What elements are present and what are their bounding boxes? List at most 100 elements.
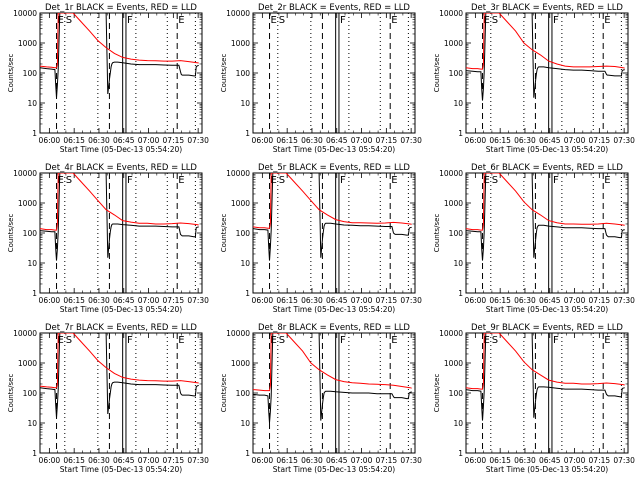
x-tick-label: 07:30	[613, 296, 635, 305]
y-tick-label: 10000	[13, 329, 37, 338]
panel-title: Det_9r BLACK = Events, RED = LLD	[471, 323, 623, 333]
marker-letter: S	[66, 15, 72, 26]
marker-letter: E	[484, 335, 490, 346]
x-tick-label: 07:15	[589, 136, 611, 145]
events-rate-line	[40, 173, 199, 261]
marker-letter: E	[484, 15, 490, 26]
x-tick-label: 06:00	[39, 136, 61, 145]
y-tick-label: 1000	[18, 39, 37, 48]
x-tick-label: 06:00	[252, 296, 274, 305]
x-tick-label: 06:15	[276, 456, 298, 465]
chart-panel-det-9r: Det_9r BLACK = Events, RED = LLD 1 10 100 10…	[433, 323, 635, 474]
y-tick-label: 10	[453, 419, 463, 428]
y-axis-label: Counts/sec	[220, 214, 228, 253]
x-tick-label: 06:15	[63, 456, 85, 465]
x-axis-label: Start Time (05-Dec-13 05:54:20)	[273, 465, 395, 474]
y-tick-label: 10000	[226, 9, 250, 18]
y-tick-label: 1	[458, 449, 463, 458]
x-tick-label: 07:00	[564, 456, 586, 465]
y-tick-label: 10000	[226, 329, 250, 338]
x-tick-label: 06:30	[88, 456, 110, 465]
events-rate-line	[466, 173, 625, 261]
marker-letter: E	[391, 335, 397, 346]
panel-title: Det_8r BLACK = Events, RED = LLD	[258, 323, 410, 333]
x-tick-label: 07:30	[400, 456, 422, 465]
y-axis-label: Counts/sec	[7, 374, 15, 413]
chart-panel-det-3r: Det_3r BLACK = Events, RED = LLD 1 10 100 10…	[433, 3, 635, 154]
x-tick-label: 06:45	[113, 136, 135, 145]
x-tick-label: 07:15	[589, 456, 611, 465]
y-tick-label: 1	[245, 449, 250, 458]
x-tick-label: 06:45	[326, 296, 348, 305]
x-tick-label: 07:15	[163, 296, 185, 305]
chart-panel-det-8r: Det_8r BLACK = Events, RED = LLD 1 10 100 10…	[220, 323, 422, 474]
x-axis-label: Start Time (05-Dec-13 05:54:20)	[273, 305, 395, 314]
x-tick-label: 06:00	[465, 296, 487, 305]
marker-letter: S	[279, 15, 285, 26]
y-tick-label: 10	[240, 259, 250, 268]
y-tick-label: 100	[23, 229, 38, 238]
x-axis-label: Start Time (05-Dec-13 05:54:20)	[486, 465, 608, 474]
events-rate-line	[253, 333, 412, 424]
chart-panel-det-7r: Det_7r BLACK = Events, RED = LLD 1 10 100 10…	[7, 323, 209, 474]
x-tick-label: 06:30	[88, 296, 110, 305]
x-tick-label: 07:30	[187, 136, 209, 145]
x-tick-label: 06:30	[514, 296, 536, 305]
marker-letter: E	[178, 15, 184, 26]
y-tick-label: 1000	[444, 199, 463, 208]
y-tick-label: 10	[240, 419, 250, 428]
y-tick-label: 1	[458, 289, 463, 298]
x-tick-label: 06:15	[63, 136, 85, 145]
x-tick-label: 07:30	[400, 136, 422, 145]
chart-panel-det-5r: Det_5r BLACK = Events, RED = LLD 1 10 100 10…	[220, 163, 422, 314]
y-tick-label: 1	[245, 129, 250, 138]
x-tick-label: 06:30	[514, 136, 536, 145]
lld-rate-line	[466, 173, 625, 231]
x-axis-label: Start Time (05-Dec-13 05:54:20)	[60, 305, 182, 314]
x-tick-label: 06:15	[63, 296, 85, 305]
x-tick-label: 07:00	[138, 456, 160, 465]
x-tick-label: 07:00	[138, 296, 160, 305]
marker-letter: F	[340, 175, 346, 186]
marker-letter: F	[553, 15, 559, 26]
lld-rate-line	[253, 173, 412, 229]
lld-rate-line	[40, 173, 199, 231]
marker-letter: E	[604, 15, 610, 26]
x-tick-label: 06:15	[276, 296, 298, 305]
events-rate-line	[40, 333, 199, 418]
x-axis-label: Start Time (05-Dec-13 05:54:20)	[273, 145, 395, 154]
x-tick-label: 06:00	[39, 456, 61, 465]
x-tick-label: 07:30	[613, 456, 635, 465]
y-tick-label: 1000	[444, 359, 463, 368]
x-tick-label: 07:30	[187, 296, 209, 305]
panel-title: Det_6r BLACK = Events, RED = LLD	[471, 163, 623, 173]
marker-letter: S	[492, 15, 498, 26]
x-tick-label: 06:45	[539, 136, 561, 145]
y-tick-label: 1	[458, 129, 463, 138]
y-tick-label: 10000	[439, 329, 463, 338]
y-tick-label: 1000	[18, 359, 37, 368]
x-tick-label: 06:15	[276, 136, 298, 145]
events-rate-line	[253, 173, 412, 261]
marker-letter: E	[58, 15, 64, 26]
y-tick-label: 10	[27, 99, 37, 108]
y-tick-label: 100	[236, 389, 251, 398]
y-tick-label: 1000	[444, 39, 463, 48]
x-axis-label: Start Time (05-Dec-13 05:54:20)	[486, 305, 608, 314]
marker-letter: S	[492, 175, 498, 186]
panel-title: Det_4r BLACK = Events, RED = LLD	[45, 163, 197, 173]
chart-panel-det-1r: Det_1r BLACK = Events, RED = LLD 1 10 100 10…	[7, 3, 209, 154]
y-axis-label: Counts/sec	[220, 54, 228, 93]
panel-title: Det_1r BLACK = Events, RED = LLD	[45, 3, 197, 13]
y-tick-label: 10000	[13, 169, 37, 178]
panel-title: Det_2r BLACK = Events, RED = LLD	[258, 3, 410, 13]
panel-title: Det_3r BLACK = Events, RED = LLD	[471, 3, 623, 13]
marker-letter: E	[484, 175, 490, 186]
x-tick-label: 06:30	[301, 136, 323, 145]
y-axis-label: Counts/sec	[433, 54, 441, 93]
events-rate-line	[466, 333, 625, 421]
x-tick-label: 06:45	[326, 456, 348, 465]
marker-letter: E	[271, 175, 277, 186]
marker-letter: F	[127, 15, 133, 26]
x-tick-label: 07:15	[376, 136, 398, 145]
